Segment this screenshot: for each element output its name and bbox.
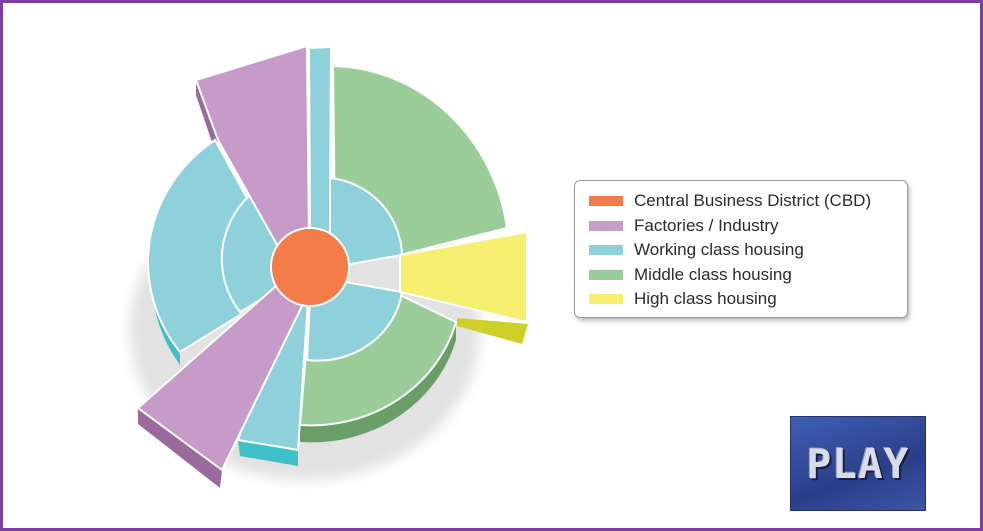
working-housing-swatch: [589, 245, 623, 256]
legend-item-high-housing: High class housing: [589, 287, 907, 312]
middle-housing-swatch: [589, 269, 623, 280]
legend-label: Middle class housing: [634, 264, 792, 284]
working-housing-inner-ring-south: [305, 280, 404, 362]
factories-swatch: [589, 220, 623, 231]
high-housing-sector-side: [457, 318, 528, 344]
working-housing-sector-north: [307, 45, 333, 236]
play-button[interactable]: PLAY: [790, 416, 926, 511]
high-housing-swatch: [589, 294, 623, 305]
legend: Central Business District (CBD) Factorie…: [574, 180, 908, 318]
legend-label: Factories / Industry: [634, 215, 779, 235]
middle-housing-sector-side: [300, 325, 456, 443]
legend-item-factories: Factories / Industry: [589, 214, 907, 239]
high-housing-sector: [399, 230, 528, 324]
legend-item-working-housing: Working class housing: [589, 238, 907, 263]
play-button-label: PLAY: [806, 439, 910, 488]
factory-sector-north-side: [196, 80, 218, 154]
legend-item-middle-housing: Middle class housing: [589, 263, 907, 288]
cbd-swatch: [589, 196, 623, 207]
legend-label: Central Business District (CBD): [634, 191, 872, 211]
legend-label: High class housing: [634, 289, 777, 309]
legend-item-cbd: Central Business District (CBD): [589, 189, 907, 214]
legend-label: Working class housing: [634, 240, 804, 260]
factory-sector-south-side: [138, 408, 222, 488]
cbd-center: [270, 227, 350, 307]
